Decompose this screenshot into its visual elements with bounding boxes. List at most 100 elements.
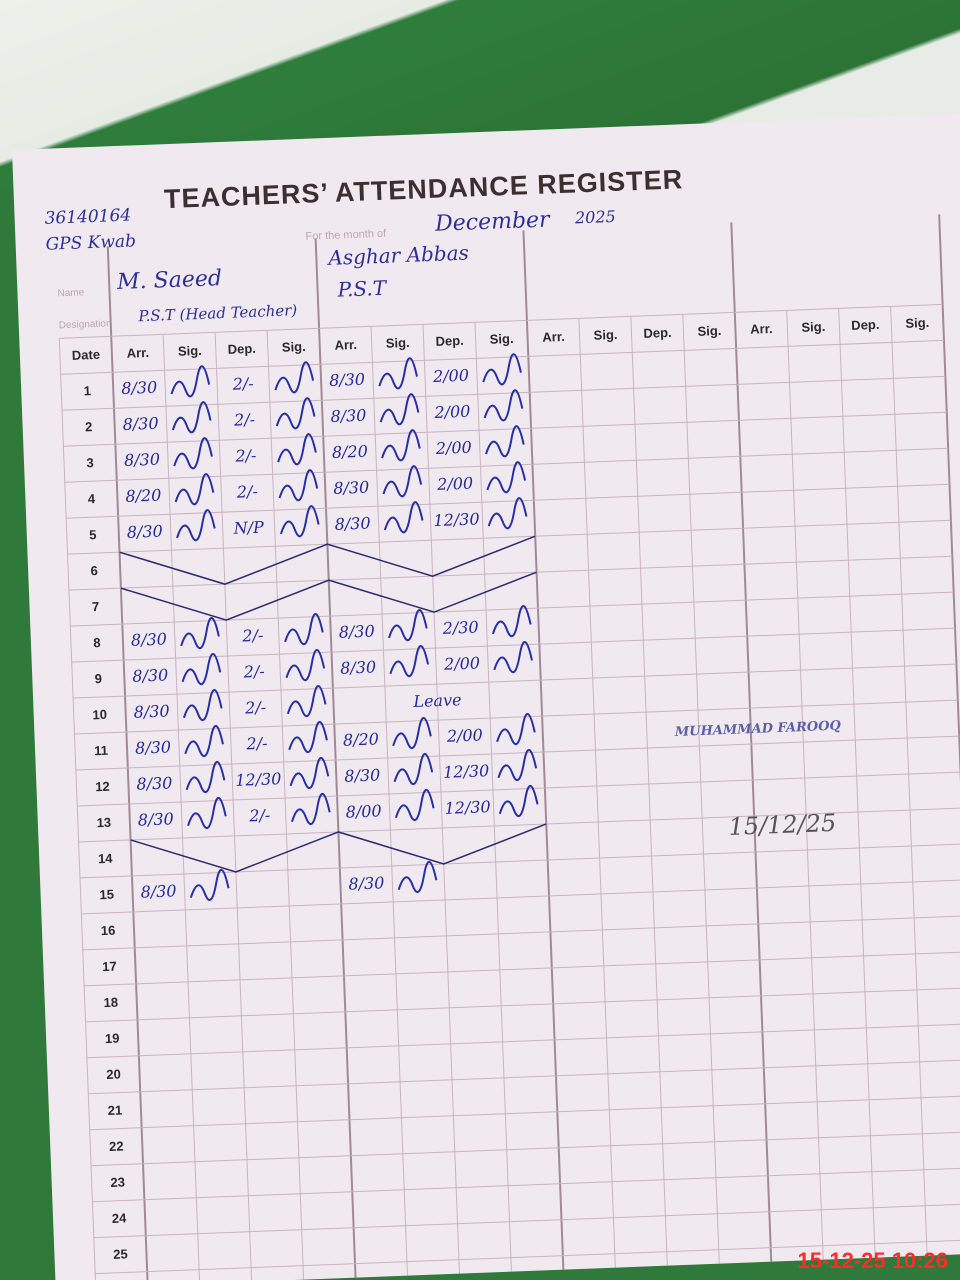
entry: 8/30 xyxy=(120,377,158,398)
column-header: Dep. xyxy=(435,332,465,349)
column-line xyxy=(370,326,409,1280)
entry: 8/30 xyxy=(343,765,381,786)
column-line xyxy=(938,214,960,1276)
signature xyxy=(278,469,319,502)
signature xyxy=(189,868,230,902)
row-line xyxy=(91,1131,960,1167)
date: 1 xyxy=(83,383,92,399)
date: 18 xyxy=(103,994,119,1011)
column-header: Sig. xyxy=(801,318,826,335)
stamp-date: 15/12/25 xyxy=(727,808,837,841)
signature xyxy=(288,721,328,754)
signature xyxy=(382,465,423,498)
column-line xyxy=(890,306,929,1278)
signature xyxy=(378,357,418,390)
row-line xyxy=(81,879,960,915)
signature xyxy=(383,501,424,534)
column-line xyxy=(162,334,202,1280)
column-line xyxy=(786,310,825,1280)
column-line xyxy=(214,332,253,1280)
column-line xyxy=(106,246,150,1280)
row-line xyxy=(93,1203,960,1239)
date: 10 xyxy=(92,706,108,723)
date: 21 xyxy=(107,1102,123,1119)
column-line xyxy=(314,238,358,1280)
signature xyxy=(393,753,434,786)
column-line xyxy=(58,338,98,1280)
column-header: Dep. xyxy=(850,316,880,333)
column-header: Sig. xyxy=(177,342,203,359)
column-header: Arr. xyxy=(334,336,358,353)
date: 25 xyxy=(112,1246,128,1262)
signature xyxy=(279,505,320,538)
entry: 2/- xyxy=(241,625,264,646)
entry: 2/00 xyxy=(435,437,473,458)
signature xyxy=(487,497,528,530)
row-line xyxy=(68,555,953,591)
register-page: TEACHERS’ ATTENDANCE REGISTER For the mo… xyxy=(12,113,960,1280)
row-line xyxy=(82,915,960,951)
date: 2 xyxy=(84,419,93,435)
entry: 2/00 xyxy=(446,725,484,746)
entry: 8/30 xyxy=(131,665,169,686)
signature xyxy=(285,649,326,682)
entry: 2/- xyxy=(236,481,259,502)
row-line xyxy=(74,699,958,735)
date: 13 xyxy=(96,814,112,831)
row-line xyxy=(92,1167,960,1203)
signature xyxy=(381,429,421,462)
entry: 2/- xyxy=(232,373,254,394)
entry: 8/30 xyxy=(330,405,367,426)
date: 16 xyxy=(100,922,116,939)
row-line xyxy=(64,447,949,483)
entry: 2/00 xyxy=(432,365,470,386)
signature xyxy=(389,645,430,678)
column-line xyxy=(578,318,617,1280)
row-line xyxy=(75,735,960,771)
entry: 2/- xyxy=(235,445,257,466)
entry: 12/30 xyxy=(444,797,491,818)
row-line xyxy=(66,483,950,519)
row-line xyxy=(59,303,943,339)
column-line xyxy=(422,324,461,1280)
signature xyxy=(174,473,215,506)
signature xyxy=(397,860,438,894)
column-header: Arr. xyxy=(749,320,773,337)
entry: 2/00 xyxy=(436,473,474,494)
holiday-mark xyxy=(119,535,536,585)
column-line xyxy=(630,316,669,1280)
signature xyxy=(289,757,330,790)
date: 12 xyxy=(94,778,111,795)
column-header: Sig. xyxy=(697,322,722,339)
date: 15 xyxy=(99,886,115,903)
row-line xyxy=(62,375,946,411)
signature xyxy=(286,685,327,718)
row-line xyxy=(77,771,960,807)
date: 4 xyxy=(87,491,96,507)
signature xyxy=(184,725,224,758)
entry: 8/30 xyxy=(134,737,172,758)
signature xyxy=(173,437,213,470)
entry: N/P xyxy=(233,517,265,538)
entry: 8/30 xyxy=(332,477,370,498)
column-line xyxy=(730,222,774,1280)
date: 23 xyxy=(110,1174,126,1190)
entry: 8/30 xyxy=(122,413,159,434)
signature xyxy=(275,397,316,430)
date: 9 xyxy=(94,670,103,687)
column-header: Sig. xyxy=(385,334,410,351)
row-line xyxy=(85,987,960,1023)
entry: 8/30 xyxy=(126,521,164,542)
entry: 2/30 xyxy=(442,617,479,638)
date: 19 xyxy=(104,1030,120,1047)
holiday-mark xyxy=(120,571,537,621)
column-line xyxy=(838,308,877,1280)
column-header: Arr. xyxy=(126,344,150,361)
column-line xyxy=(266,330,305,1280)
table-grid xyxy=(58,214,960,1280)
signature xyxy=(486,461,527,494)
entry: 8/30 xyxy=(338,621,376,642)
row-line xyxy=(60,339,945,375)
date-header: Date xyxy=(71,346,101,363)
